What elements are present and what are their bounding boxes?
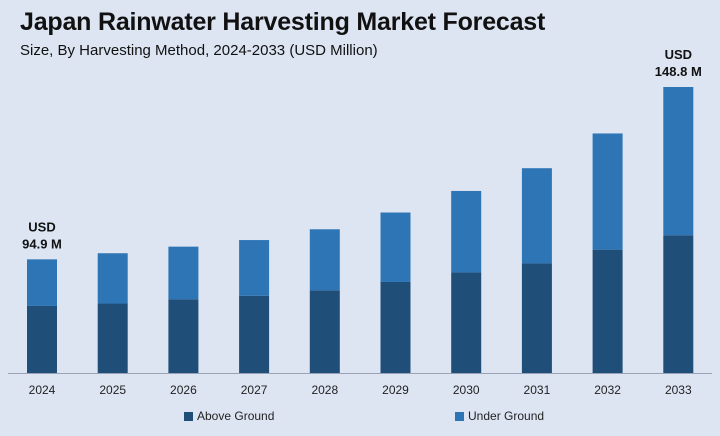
x-tick-label-2024: 2024 bbox=[29, 383, 56, 397]
bar-under-ground-2027 bbox=[239, 240, 270, 296]
bar-above-ground-2031 bbox=[521, 263, 552, 373]
annotation-2033-currency: USD bbox=[665, 47, 692, 62]
legend-item-under-ground: Under Ground bbox=[455, 409, 544, 423]
x-tick-label-2030: 2030 bbox=[453, 383, 480, 397]
bar-under-ground-2026 bbox=[168, 246, 199, 300]
legend-label-above-ground: Above Ground bbox=[197, 409, 275, 423]
annotation-2024-value: 94.9 M bbox=[22, 236, 62, 251]
x-tick-label-2033: 2033 bbox=[665, 383, 692, 397]
bar-under-ground-2028 bbox=[309, 229, 340, 291]
bar-under-ground-2031 bbox=[521, 168, 552, 264]
x-tick-label-2025: 2025 bbox=[99, 383, 126, 397]
bar-under-ground-2025 bbox=[97, 253, 128, 304]
x-tick-label-2027: 2027 bbox=[241, 383, 268, 397]
bar-above-ground-2033 bbox=[663, 235, 694, 373]
annotation-2033-value: 148.8 M bbox=[655, 64, 702, 79]
bar-above-ground-2024 bbox=[27, 305, 57, 373]
x-tick-label-2032: 2032 bbox=[594, 383, 621, 397]
bar-under-ground-2029 bbox=[380, 212, 411, 282]
bar-above-ground-2026 bbox=[168, 299, 199, 373]
bar-under-ground-2033 bbox=[663, 87, 694, 236]
bar-above-ground-2028 bbox=[309, 290, 340, 373]
bar-above-ground-2027 bbox=[239, 295, 270, 373]
legend-label-under-ground: Under Ground bbox=[468, 409, 545, 423]
bar-under-ground-2024 bbox=[27, 259, 57, 306]
legend-swatch-above-ground bbox=[184, 411, 193, 421]
chart-title: Japan Rainwater Harvesting Market Foreca… bbox=[20, 8, 546, 36]
chart-subtitle: Size, By Harvesting Method, 2024-2033 (U… bbox=[20, 42, 378, 59]
bar-above-ground-2030 bbox=[451, 272, 482, 373]
legend-swatch-under-ground bbox=[455, 411, 464, 421]
legend-item-above-ground: Above Ground bbox=[184, 409, 274, 423]
bar-above-ground-2025 bbox=[97, 303, 128, 373]
annotation-2024-currency: USD bbox=[28, 219, 55, 234]
bar-above-ground-2032 bbox=[592, 249, 623, 373]
bar-under-ground-2030 bbox=[451, 190, 482, 273]
x-tick-label-2026: 2026 bbox=[170, 383, 197, 397]
bar-under-ground-2032 bbox=[592, 133, 623, 250]
x-tick-label-2029: 2029 bbox=[382, 383, 409, 397]
bar-above-ground-2029 bbox=[380, 281, 411, 373]
x-tick-label-2028: 2028 bbox=[311, 383, 338, 397]
x-tick-label-2031: 2031 bbox=[524, 383, 551, 397]
legend: Above Ground Under Ground bbox=[0, 409, 720, 425]
